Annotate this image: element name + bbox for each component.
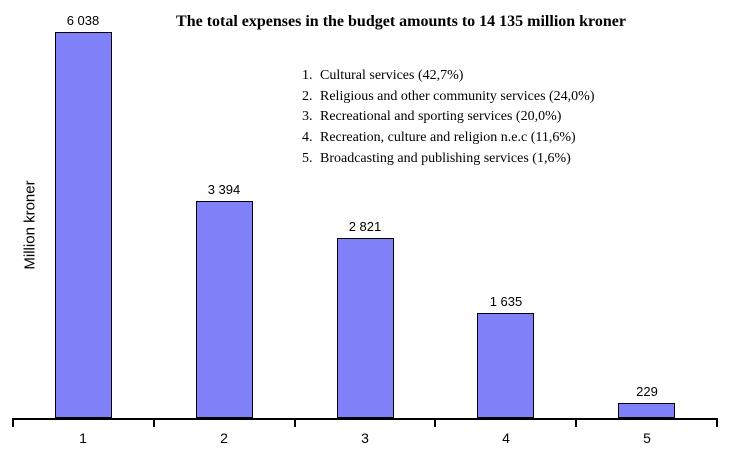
- x-axis-tick: [434, 418, 436, 427]
- legend-item: 5. Broadcasting and publishing services (…: [302, 149, 595, 170]
- bar: [618, 403, 675, 418]
- legend-item-number: 3.: [302, 109, 313, 125]
- x-tick-label: 5: [643, 430, 651, 446]
- chart-legend: 1. Cultural services (42,7%) 2. Religious a…: [302, 66, 595, 170]
- bar: [477, 313, 534, 418]
- legend-item-label: Religious and other community services (…: [320, 88, 595, 104]
- bar-value-label: 6 038: [66, 13, 100, 28]
- bar: [196, 201, 253, 418]
- bar-value-label: 2 821: [348, 219, 382, 234]
- bar: [55, 32, 112, 418]
- legend-item: 4. Recreation, culture and religion n.e.c…: [302, 128, 595, 149]
- legend-item-number: 5.: [302, 150, 313, 166]
- legend-item: 3. Recreational and sporting services (20…: [302, 107, 595, 128]
- x-axis-tick: [12, 418, 14, 427]
- chart-title: The total expenses in the budget amounts…: [176, 13, 626, 30]
- bar-value-label: 3 394: [207, 182, 241, 197]
- x-tick-label: 3: [361, 430, 369, 446]
- legend-item-number: 1.: [302, 68, 313, 83]
- bar: [337, 238, 394, 418]
- legend-item: 1. Cultural services (42,7%): [302, 66, 595, 87]
- legend-item-number: 2.: [302, 88, 313, 104]
- x-axis-tick: [575, 418, 577, 427]
- legend-item-label: Cultural services (42,7%): [320, 68, 464, 83]
- x-tick-label: 4: [502, 430, 510, 446]
- x-axis-tick: [716, 418, 718, 427]
- x-axis-tick: [153, 418, 155, 427]
- legend-item-label: Recreational and sporting services (20,0…: [320, 109, 562, 125]
- legend-item-label: Broadcasting and publishing services (1,…: [320, 150, 571, 166]
- x-axis-tick: [294, 418, 296, 427]
- bar-value-label: 229: [636, 384, 658, 399]
- x-axis-line: [13, 418, 717, 420]
- legend-item: 2. Religious and other community services…: [302, 87, 595, 108]
- x-tick-label: 2: [220, 430, 228, 446]
- legend-item-number: 4.: [302, 130, 313, 146]
- bar-value-label: 1 635: [489, 294, 523, 309]
- legend-item-label: Recreation, culture and religion n.e.c (…: [320, 130, 576, 146]
- x-tick-label: 1: [79, 430, 87, 446]
